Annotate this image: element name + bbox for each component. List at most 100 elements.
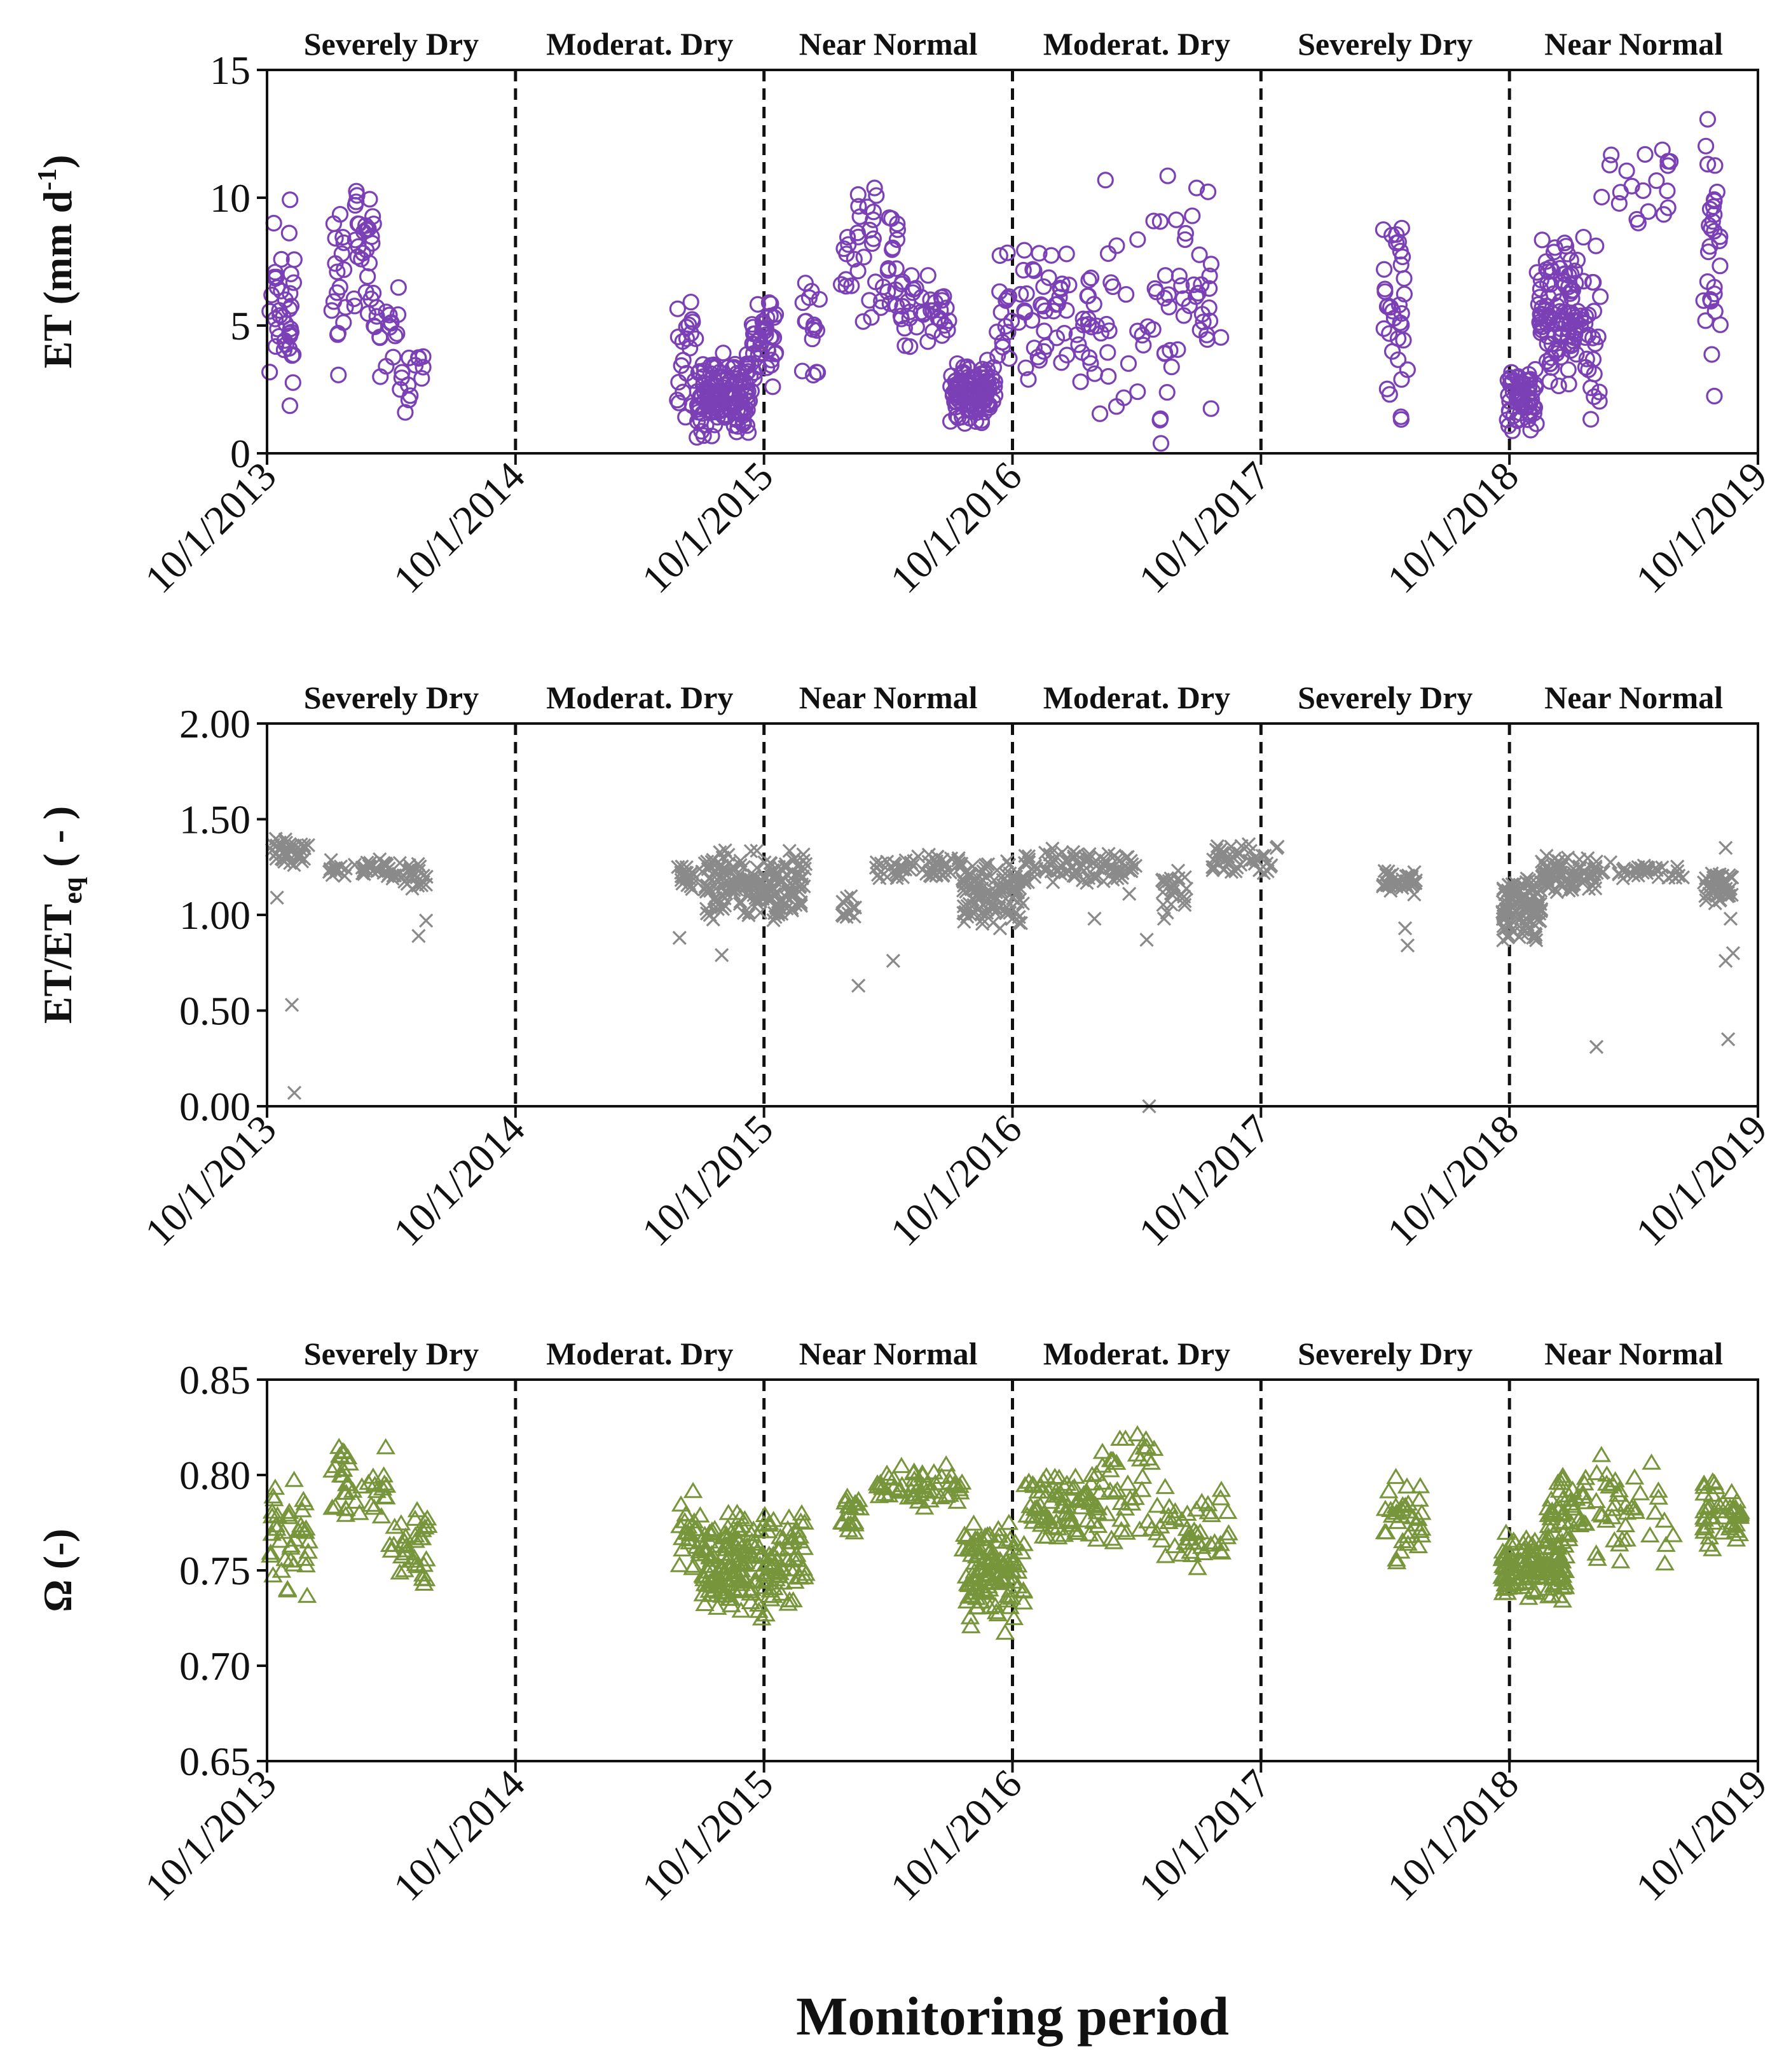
data-point	[1192, 1493, 1212, 1509]
data-point	[1511, 886, 1525, 901]
data-point	[999, 906, 1013, 921]
data-point	[419, 913, 434, 928]
data-point	[1389, 351, 1407, 368]
data-point	[1503, 1558, 1523, 1574]
data-point	[1111, 1511, 1131, 1527]
data-point	[980, 1598, 1000, 1615]
data-point	[1504, 422, 1521, 439]
data-point	[903, 267, 920, 284]
data-point	[1623, 177, 1640, 195]
data-point	[1393, 317, 1410, 334]
data-point	[879, 854, 895, 869]
data-point	[695, 1595, 715, 1612]
data-point	[296, 1523, 315, 1539]
data-point	[330, 366, 347, 383]
data-point	[881, 209, 898, 226]
data-point	[1493, 1548, 1513, 1565]
data-point	[294, 854, 310, 869]
drought-label: Moderat. Dry	[1043, 26, 1230, 62]
data-point	[771, 860, 786, 874]
x-tick-label: 10/1/2015	[633, 1761, 782, 1910]
data-point	[925, 863, 940, 877]
data-point	[680, 1525, 700, 1542]
data-point	[1175, 307, 1193, 324]
data-point	[920, 1491, 940, 1507]
data-point	[940, 1485, 959, 1502]
data-point	[1498, 887, 1513, 902]
data-point	[361, 191, 378, 208]
data-point	[1027, 1498, 1047, 1515]
data-point	[731, 1601, 751, 1618]
data-point	[1014, 1535, 1034, 1551]
x-tick-label: 10/1/2014	[385, 1761, 533, 1910]
data-point	[1129, 383, 1146, 401]
data-point	[866, 179, 883, 196]
data-point	[299, 1532, 319, 1549]
data-point	[1195, 313, 1212, 331]
data-point	[1662, 153, 1679, 170]
data-point	[1150, 1517, 1170, 1533]
data-point	[364, 208, 381, 225]
data-point	[755, 315, 772, 333]
data-point	[981, 396, 998, 414]
data-point	[1205, 863, 1220, 877]
data-point	[1496, 1523, 1516, 1540]
data-point	[1544, 263, 1561, 280]
data-point	[1557, 238, 1575, 255]
data-point	[1380, 875, 1394, 891]
data-point	[772, 901, 786, 916]
data-point	[1185, 276, 1202, 293]
data-point	[1701, 217, 1718, 234]
data-point	[1593, 188, 1610, 206]
data-point	[1132, 1481, 1152, 1497]
data-point	[263, 1566, 283, 1582]
data-point	[781, 1532, 800, 1549]
data-point	[861, 292, 878, 309]
data-point	[1202, 400, 1219, 417]
data-point	[1501, 402, 1518, 420]
data-point	[1120, 355, 1137, 372]
data-point	[1588, 881, 1603, 896]
data-point	[1661, 870, 1676, 885]
data-point	[1549, 1587, 1569, 1603]
data-point	[1708, 896, 1722, 910]
data-point	[1147, 1496, 1167, 1513]
data-point	[1547, 1499, 1567, 1515]
data-point	[1602, 1500, 1623, 1516]
data-point	[1640, 203, 1657, 220]
drought-label: Moderat. Dry	[546, 1336, 733, 1371]
y-tick-label: 0.75	[179, 1548, 250, 1593]
data-point	[1059, 346, 1076, 364]
data-point	[715, 902, 731, 916]
data-point	[755, 1506, 775, 1522]
data-point	[1071, 1498, 1091, 1514]
data-point	[1108, 1481, 1127, 1497]
data-point	[1040, 269, 1057, 286]
data-point	[844, 889, 858, 903]
data-point	[1591, 393, 1608, 410]
data-point	[359, 268, 376, 285]
data-point	[692, 1539, 712, 1555]
data-point	[997, 1568, 1017, 1584]
data-point	[1659, 182, 1676, 200]
data-point	[1376, 1523, 1396, 1540]
data-point	[1597, 1465, 1617, 1482]
x-tick-label: 10/1/2016	[882, 1106, 1031, 1255]
data-point	[1135, 336, 1152, 354]
data-point	[1139, 318, 1156, 335]
data-point	[851, 978, 866, 993]
data-point	[1112, 868, 1127, 882]
data-point	[1506, 925, 1521, 940]
data-point	[1375, 261, 1393, 278]
data-point	[1219, 1524, 1239, 1540]
x-tick-label: 10/1/2019	[1627, 1106, 1776, 1255]
data-point	[1549, 884, 1564, 900]
data-point	[1509, 389, 1527, 406]
data-point	[766, 1570, 786, 1586]
data-point	[764, 1556, 783, 1572]
data-point	[902, 338, 919, 355]
data-point	[1711, 232, 1728, 249]
data-point	[1640, 1526, 1660, 1542]
drought-label: Moderat. Dry	[1043, 1336, 1230, 1371]
data-point	[839, 890, 854, 905]
